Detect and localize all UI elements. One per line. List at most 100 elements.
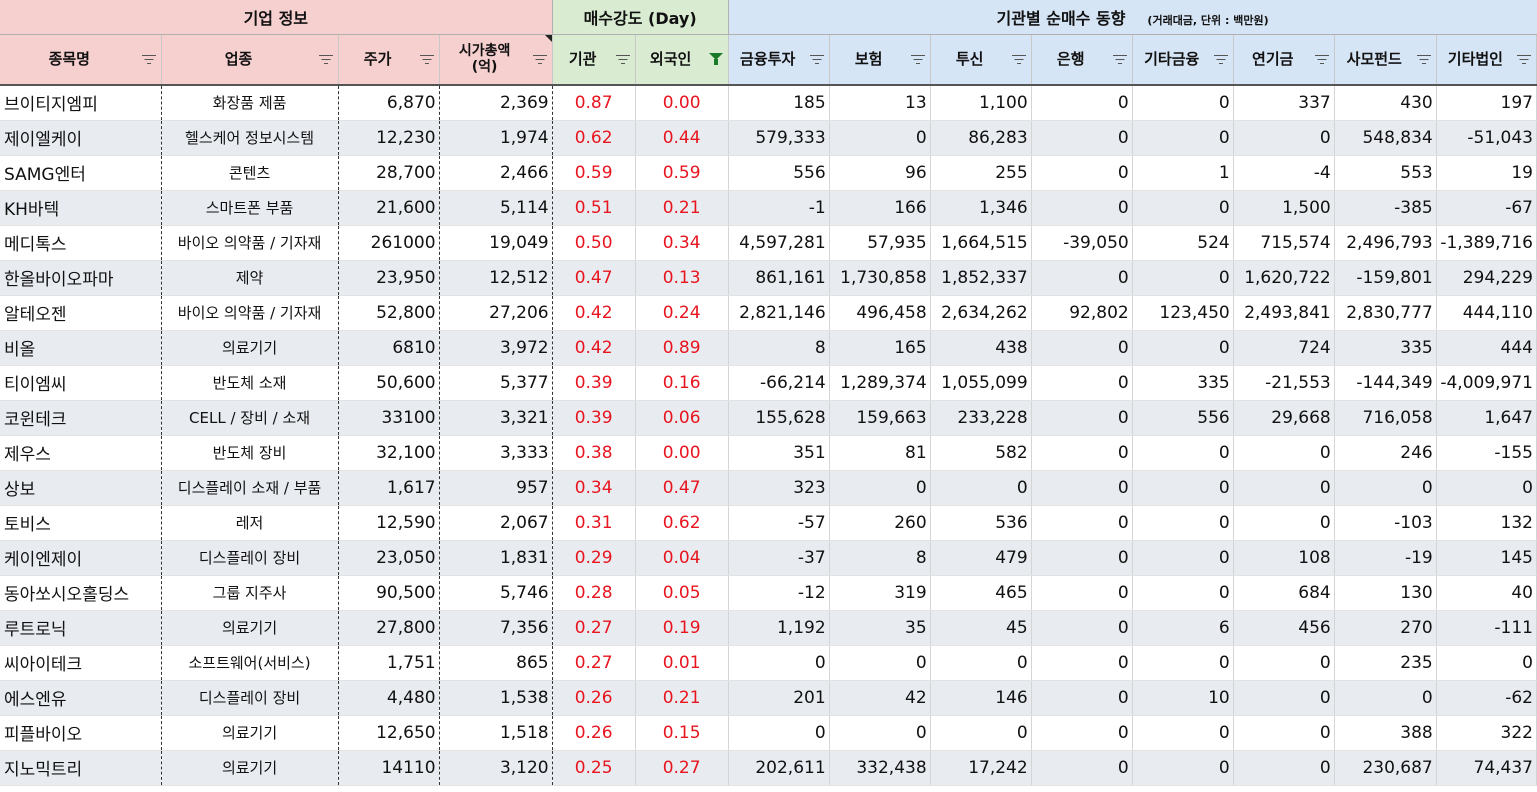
cell-private[interactable]: 553: [1334, 155, 1437, 191]
cell-fin[interactable]: -1: [728, 190, 830, 226]
header-other-financial[interactable]: 기타금융: [1132, 34, 1234, 86]
cell-foreign-strength[interactable]: 0.19: [635, 610, 729, 646]
header-private-fund[interactable]: 사모펀드: [1334, 34, 1437, 86]
cell-othercorp[interactable]: 1,647: [1436, 400, 1537, 436]
header-institution-strength[interactable]: 기관: [552, 34, 636, 86]
cell-bank[interactable]: 0: [1031, 610, 1133, 646]
cell-name[interactable]: 씨아이테크: [0, 645, 162, 681]
cell-otherfin[interactable]: 556: [1132, 400, 1234, 436]
header-price[interactable]: 주가: [338, 34, 440, 86]
cell-private[interactable]: 716,058: [1334, 400, 1437, 436]
cell-otherfin[interactable]: 0: [1132, 715, 1234, 751]
cell-market-cap[interactable]: 5,746: [439, 575, 553, 611]
filter-dropdown-icon[interactable]: [615, 51, 631, 67]
cell-pension[interactable]: 0: [1233, 645, 1335, 681]
cell-fin[interactable]: 4,597,281: [728, 225, 830, 261]
header-bank[interactable]: 은행: [1031, 34, 1133, 86]
cell-name[interactable]: 메디톡스: [0, 225, 162, 261]
cell-bank[interactable]: 0: [1031, 120, 1133, 156]
cell-trust[interactable]: 86,283: [930, 120, 1032, 156]
cell-otherfin[interactable]: 0: [1132, 120, 1234, 156]
cell-pension[interactable]: 684: [1233, 575, 1335, 611]
cell-othercorp[interactable]: 322: [1436, 715, 1537, 751]
cell-name[interactable]: 케이엔제이: [0, 540, 162, 576]
cell-price[interactable]: 28,700: [338, 155, 440, 191]
cell-name[interactable]: 비올: [0, 330, 162, 366]
cell-private[interactable]: -159,801: [1334, 260, 1437, 296]
cell-private[interactable]: 235: [1334, 645, 1437, 681]
cell-market-cap[interactable]: 5,377: [439, 365, 553, 401]
cell-ins[interactable]: 166: [829, 190, 931, 226]
cell-market-cap[interactable]: 3,321: [439, 400, 553, 436]
cell-name[interactable]: 한올바이오파마: [0, 260, 162, 296]
cell-inst-strength[interactable]: 0.28: [552, 575, 636, 611]
cell-bank[interactable]: 0: [1031, 540, 1133, 576]
cell-trust[interactable]: 1,100: [930, 85, 1032, 121]
cell-bank[interactable]: 0: [1031, 85, 1133, 121]
cell-foreign-strength[interactable]: 0.47: [635, 470, 729, 506]
cell-bank[interactable]: 92,802: [1031, 295, 1133, 331]
cell-private[interactable]: 0: [1334, 680, 1437, 716]
cell-trust[interactable]: 1,055,099: [930, 365, 1032, 401]
cell-private[interactable]: 130: [1334, 575, 1437, 611]
cell-pension[interactable]: 724: [1233, 330, 1335, 366]
cell-pension[interactable]: 1,500: [1233, 190, 1335, 226]
cell-otherfin[interactable]: 0: [1132, 645, 1234, 681]
cell-inst-strength[interactable]: 0.29: [552, 540, 636, 576]
cell-inst-strength[interactable]: 0.87: [552, 85, 636, 121]
cell-market-cap[interactable]: 3,972: [439, 330, 553, 366]
cell-price[interactable]: 32,100: [338, 435, 440, 471]
cell-name[interactable]: 에스엔유: [0, 680, 162, 716]
cell-fin[interactable]: -12: [728, 575, 830, 611]
cell-inst-strength[interactable]: 0.25: [552, 750, 636, 786]
cell-pension[interactable]: 29,668: [1233, 400, 1335, 436]
cell-foreign-strength[interactable]: 0.27: [635, 750, 729, 786]
cell-otherfin[interactable]: 0: [1132, 575, 1234, 611]
cell-foreign-strength[interactable]: 0.16: [635, 365, 729, 401]
cell-industry[interactable]: 화장품 제품: [161, 85, 339, 121]
cell-name[interactable]: 알테오젠: [0, 295, 162, 331]
cell-foreign-strength[interactable]: 0.89: [635, 330, 729, 366]
cell-private[interactable]: 2,830,777: [1334, 295, 1437, 331]
cell-bank[interactable]: 0: [1031, 715, 1133, 751]
cell-bank[interactable]: 0: [1031, 470, 1133, 506]
cell-trust[interactable]: 582: [930, 435, 1032, 471]
cell-price[interactable]: 12,230: [338, 120, 440, 156]
cell-industry[interactable]: 반도체 장비: [161, 435, 339, 471]
cell-trust[interactable]: 17,242: [930, 750, 1032, 786]
cell-trust[interactable]: 45: [930, 610, 1032, 646]
cell-bank[interactable]: 0: [1031, 680, 1133, 716]
header-other-corporation[interactable]: 기타법인: [1436, 34, 1537, 86]
cell-bank[interactable]: 0: [1031, 190, 1133, 226]
cell-otherfin[interactable]: 0: [1132, 260, 1234, 296]
cell-price[interactable]: 261000: [338, 225, 440, 261]
cell-inst-strength[interactable]: 0.59: [552, 155, 636, 191]
cell-pension[interactable]: 0: [1233, 715, 1335, 751]
cell-name[interactable]: 상보: [0, 470, 162, 506]
filter-dropdown-icon[interactable]: [419, 51, 435, 67]
cell-inst-strength[interactable]: 0.31: [552, 505, 636, 541]
cell-name[interactable]: 피플바이오: [0, 715, 162, 751]
cell-name[interactable]: 토비스: [0, 505, 162, 541]
cell-ins[interactable]: 13: [829, 85, 931, 121]
cell-price[interactable]: 1,617: [338, 470, 440, 506]
cell-ins[interactable]: 0: [829, 645, 931, 681]
cell-pension[interactable]: 0: [1233, 505, 1335, 541]
cell-othercorp[interactable]: 145: [1436, 540, 1537, 576]
cell-industry[interactable]: 의료기기: [161, 610, 339, 646]
filter-dropdown-icon[interactable]: [532, 51, 548, 67]
cell-price[interactable]: 12,650: [338, 715, 440, 751]
header-name[interactable]: 종목명: [0, 34, 162, 86]
cell-market-cap[interactable]: 1,538: [439, 680, 553, 716]
cell-otherfin[interactable]: 0: [1132, 540, 1234, 576]
cell-pension[interactable]: -21,553: [1233, 365, 1335, 401]
cell-private[interactable]: 430: [1334, 85, 1437, 121]
cell-fin[interactable]: -37: [728, 540, 830, 576]
cell-name[interactable]: 제우스: [0, 435, 162, 471]
cell-bank[interactable]: 0: [1031, 155, 1133, 191]
cell-fin[interactable]: -57: [728, 505, 830, 541]
cell-othercorp[interactable]: -67: [1436, 190, 1537, 226]
cell-price[interactable]: 23,050: [338, 540, 440, 576]
cell-price[interactable]: 27,800: [338, 610, 440, 646]
cell-foreign-strength[interactable]: 0.06: [635, 400, 729, 436]
